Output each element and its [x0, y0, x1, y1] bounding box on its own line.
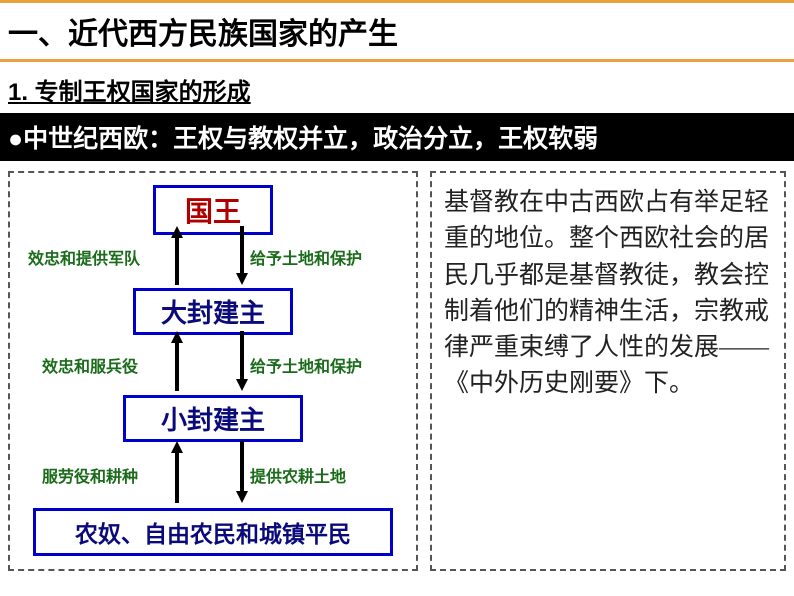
explanation-text: 基督教在中古西欧占有举足轻重的地位。整个西欧社会的居民几乎都是基督教徒，教会控制…: [430, 171, 786, 571]
content-row: 国王 大封建主 小封建主 农奴、自由农民和城镇平民 效忠和提供军队 给予土地和保…: [0, 171, 794, 571]
main-title: 一、近代西方民族国家的产生: [0, 0, 794, 62]
arrow-up-icon: [171, 226, 183, 238]
label-l1-right: 给予土地和保护: [250, 245, 362, 269]
arrow-down-icon: [236, 379, 248, 391]
arrow-stem: [240, 331, 244, 381]
label-l3-left: 服劳役和耕种: [42, 463, 138, 487]
arrow-down-icon: [236, 273, 248, 285]
arrow-down-icon: [236, 491, 248, 503]
sub-heading: 1. 专制王权国家的形成: [0, 62, 794, 113]
arrow-stem: [175, 451, 179, 503]
arrow-up-icon: [171, 441, 183, 453]
context-bar: ●中世纪西欧：王权与教权并立，政治分立，王权软弱: [0, 113, 794, 161]
label-l2-left: 效忠和服兵役: [42, 353, 138, 377]
label-l3-right: 提供农耕土地: [250, 463, 346, 487]
label-l1-left: 效忠和提供军队: [28, 245, 140, 269]
arrow-stem: [240, 441, 244, 493]
node-small-lord: 小封建主: [123, 395, 303, 442]
arrow-stem: [175, 341, 179, 391]
node-big-lord: 大封建主: [133, 288, 293, 335]
node-peasant: 农奴、自由农民和城镇平民: [33, 508, 393, 556]
feudal-diagram: 国王 大封建主 小封建主 农奴、自由农民和城镇平民 效忠和提供军队 给予土地和保…: [8, 171, 418, 571]
label-l2-right: 给予土地和保护: [250, 353, 362, 377]
arrow-stem: [240, 226, 244, 276]
arrow-up-icon: [171, 331, 183, 343]
arrow-stem: [175, 235, 179, 285]
